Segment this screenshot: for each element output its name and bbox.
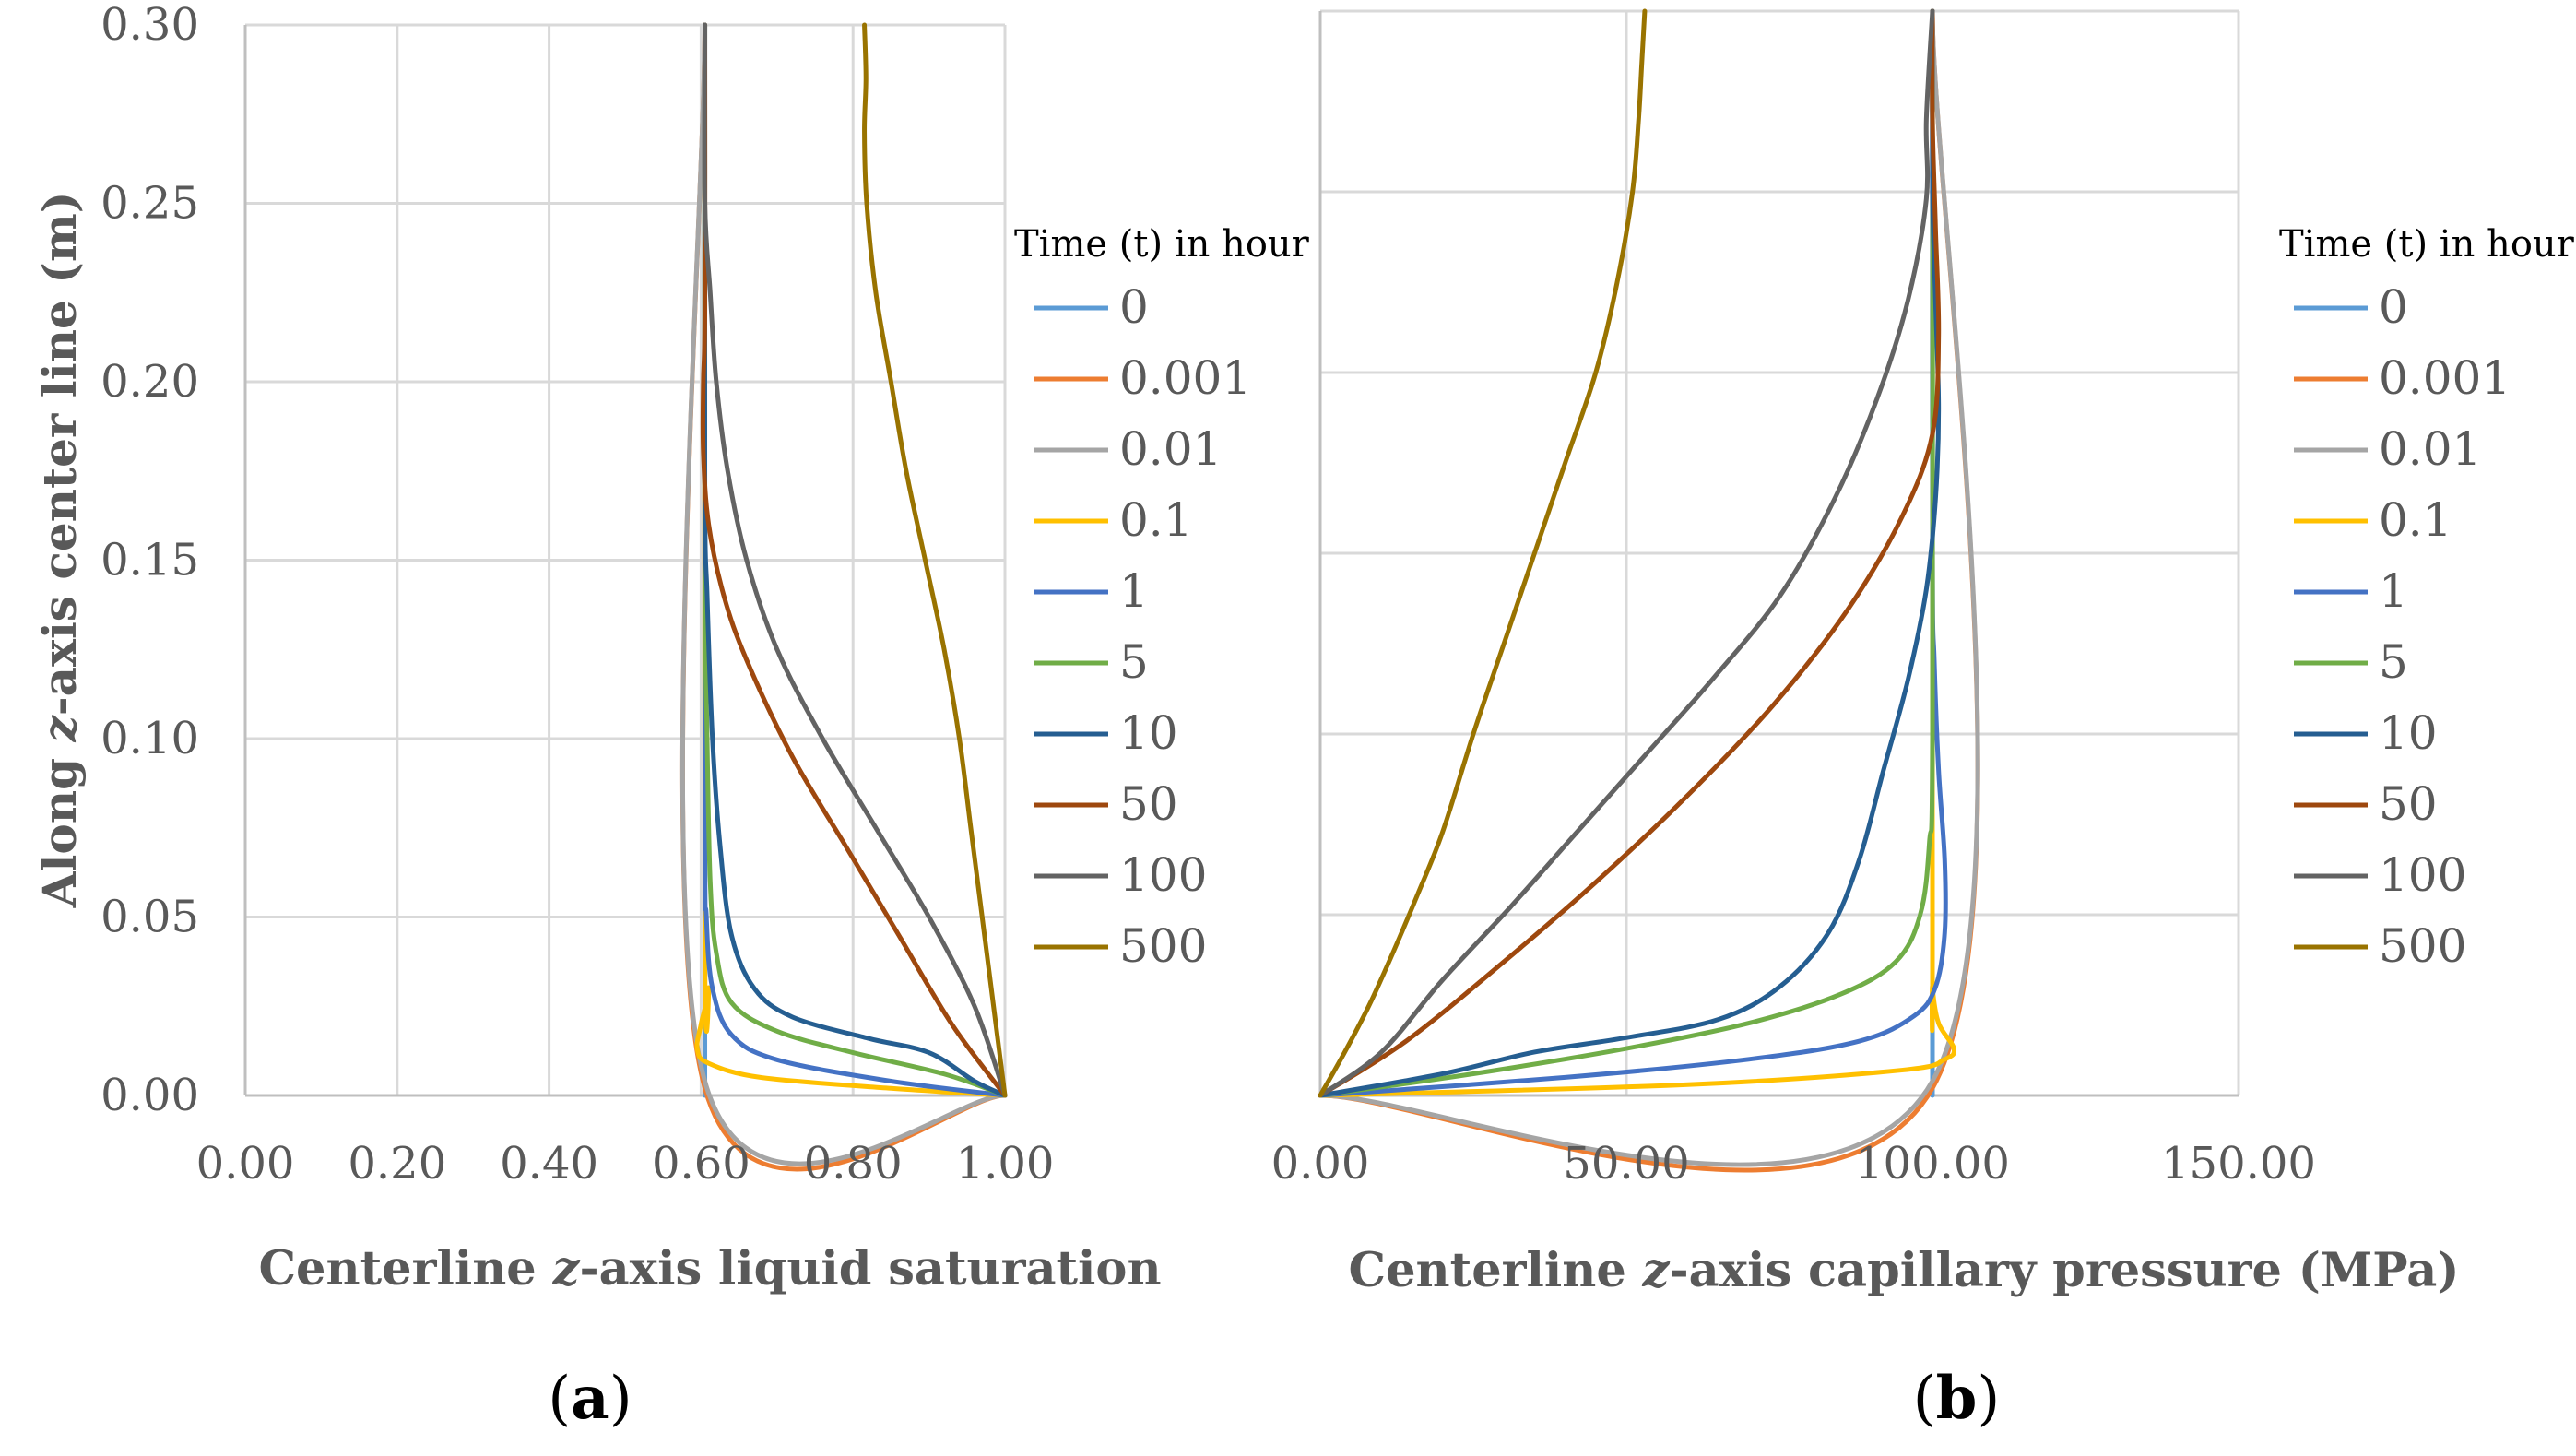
panel-b-series-10 <box>1318 8 1942 1098</box>
panel-b-x-axis-label: Centerline z-axis capillary pressure (MP… <box>1349 1243 2460 1298</box>
panel-a-x-tick-label: 0.60 <box>652 1138 750 1190</box>
panel-a-legend-label: 0.001 <box>1119 351 1251 405</box>
panel-a-legend-label: 100 <box>1119 848 1207 902</box>
panel-b-axes <box>1318 11 2239 1097</box>
panel-a-series-50 <box>700 22 1008 1098</box>
panel-b-x-tick-label: 150.00 <box>2161 1138 2316 1190</box>
panel-a-y-axis-label: Along z-axis center line (m) <box>32 192 87 909</box>
panel-a-y-tick-label: 0.10 <box>100 713 199 764</box>
panel-b-series-50 <box>1318 8 1942 1098</box>
panel-a-y-tick-label: 0.15 <box>100 535 199 586</box>
panel-b-series-500 <box>1318 8 1648 1098</box>
panel-a-x-ticks: 0.00 0.20 0.40 0.60 0.80 1.00 <box>196 1138 1055 1190</box>
panel-a-series-500 <box>862 22 1008 1098</box>
panel-b-series-0_001 <box>1318 8 1980 1173</box>
panel-a-axes <box>243 25 1005 1097</box>
panel-b-series-5 <box>1318 8 1935 1098</box>
panel-a-series-100 <box>702 22 1008 1098</box>
panel-b-gridlines <box>1320 9 2240 1095</box>
panel-b-legend-label: 1 <box>2379 564 2408 618</box>
panel-b-legend-label: 100 <box>2379 848 2466 902</box>
panel-a-x-tick-label: 0.40 <box>500 1138 598 1190</box>
panel-b-label: (b) <box>1913 1364 2001 1433</box>
panel-b-series <box>1318 8 1980 1173</box>
panel-b-series-100 <box>1318 8 1935 1098</box>
panel-a-x-tick-label: 1.00 <box>956 1138 1055 1190</box>
panel-a-legend-title: Time (t) in hour <box>1014 223 1310 266</box>
panel-b-legend-label: 0.1 <box>2379 493 2452 547</box>
panel-b-x-tick-label: 50.00 <box>1563 1138 1689 1190</box>
panel-a-y-tick-label: 0.20 <box>100 356 199 408</box>
panel-a-legend-label: 0.01 <box>1119 422 1222 476</box>
panel-b-legend-label: 5 <box>2379 635 2408 689</box>
panel-a-legend-label: 0.1 <box>1119 493 1193 547</box>
panel-b-x-tick-label: 0.00 <box>1271 1138 1370 1190</box>
panel-b-legend-label: 50 <box>2379 777 2438 831</box>
panel-b-chart: 0.00 50.00 100.00 150.00 Time (t) in hour 0… <box>1271 8 2575 1433</box>
panel-a-x-tick-label: 0.80 <box>804 1138 903 1190</box>
panel-b-legend-label: 500 <box>2379 919 2466 973</box>
panel-a-legend-label: 50 <box>1119 777 1178 831</box>
panel-a-x-axis-label: Centerline z-axis liquid saturation <box>258 1241 1161 1296</box>
panel-b-legend-label: 10 <box>2379 706 2438 760</box>
panel-b-legend-label: 0.01 <box>2379 422 2481 476</box>
panel-a-legend-label: 0 <box>1119 280 1149 334</box>
panel-a-label: (a) <box>548 1364 632 1433</box>
panel-a-legend: Time (t) in hour 0 0.001 0.01 0.1 1 5 10 50 100 5… <box>1014 223 1310 973</box>
panel-a-y-tick-label: 0.30 <box>100 0 199 51</box>
panel-b-legend-label: 0 <box>2379 280 2408 334</box>
panel-a-gridlines <box>245 23 1007 1095</box>
panel-a-x-tick-label: 0.00 <box>196 1138 295 1190</box>
panel-a-legend-label: 10 <box>1119 706 1178 760</box>
panel-a-series-0_001 <box>679 22 1008 1172</box>
panel-a-y-tick-label: 0.05 <box>100 892 199 943</box>
panel-a-y-tick-label: 0.00 <box>100 1070 199 1121</box>
panel-a-legend-label: 1 <box>1119 564 1149 618</box>
panel-a-y-tick-label: 0.25 <box>100 178 199 230</box>
panel-b-x-ticks: 0.00 50.00 100.00 150.00 <box>1271 1138 2316 1190</box>
panel-b-legend-title: Time (t) in hour <box>2279 223 2575 266</box>
panel-a-legend-label: 500 <box>1119 919 1207 973</box>
panel-a-x-tick-label: 0.20 <box>348 1138 446 1190</box>
panel-a-series-0_01 <box>679 22 1008 1166</box>
panel-b-series-0_01 <box>1318 8 1980 1167</box>
panel-a-legend-label: 5 <box>1119 635 1149 689</box>
panel-a-chart: 0.00 0.20 0.40 0.60 0.80 1.00 0.000.050.100.1… <box>32 0 1310 1433</box>
panel-a-y-ticks: 0.00 0.05 0.10 0.15 0.20 0.25 0.30 <box>100 0 199 1121</box>
panel-b-legend-label: 0.001 <box>2379 351 2511 405</box>
panel-a-series <box>679 22 1008 1172</box>
panel-b-x-tick-label: 100.00 <box>1855 1138 2010 1190</box>
panel-b-legend: Time (t) in hour 0 0.001 0.01 0.1 1 5 10 50 100 5… <box>2279 223 2575 973</box>
